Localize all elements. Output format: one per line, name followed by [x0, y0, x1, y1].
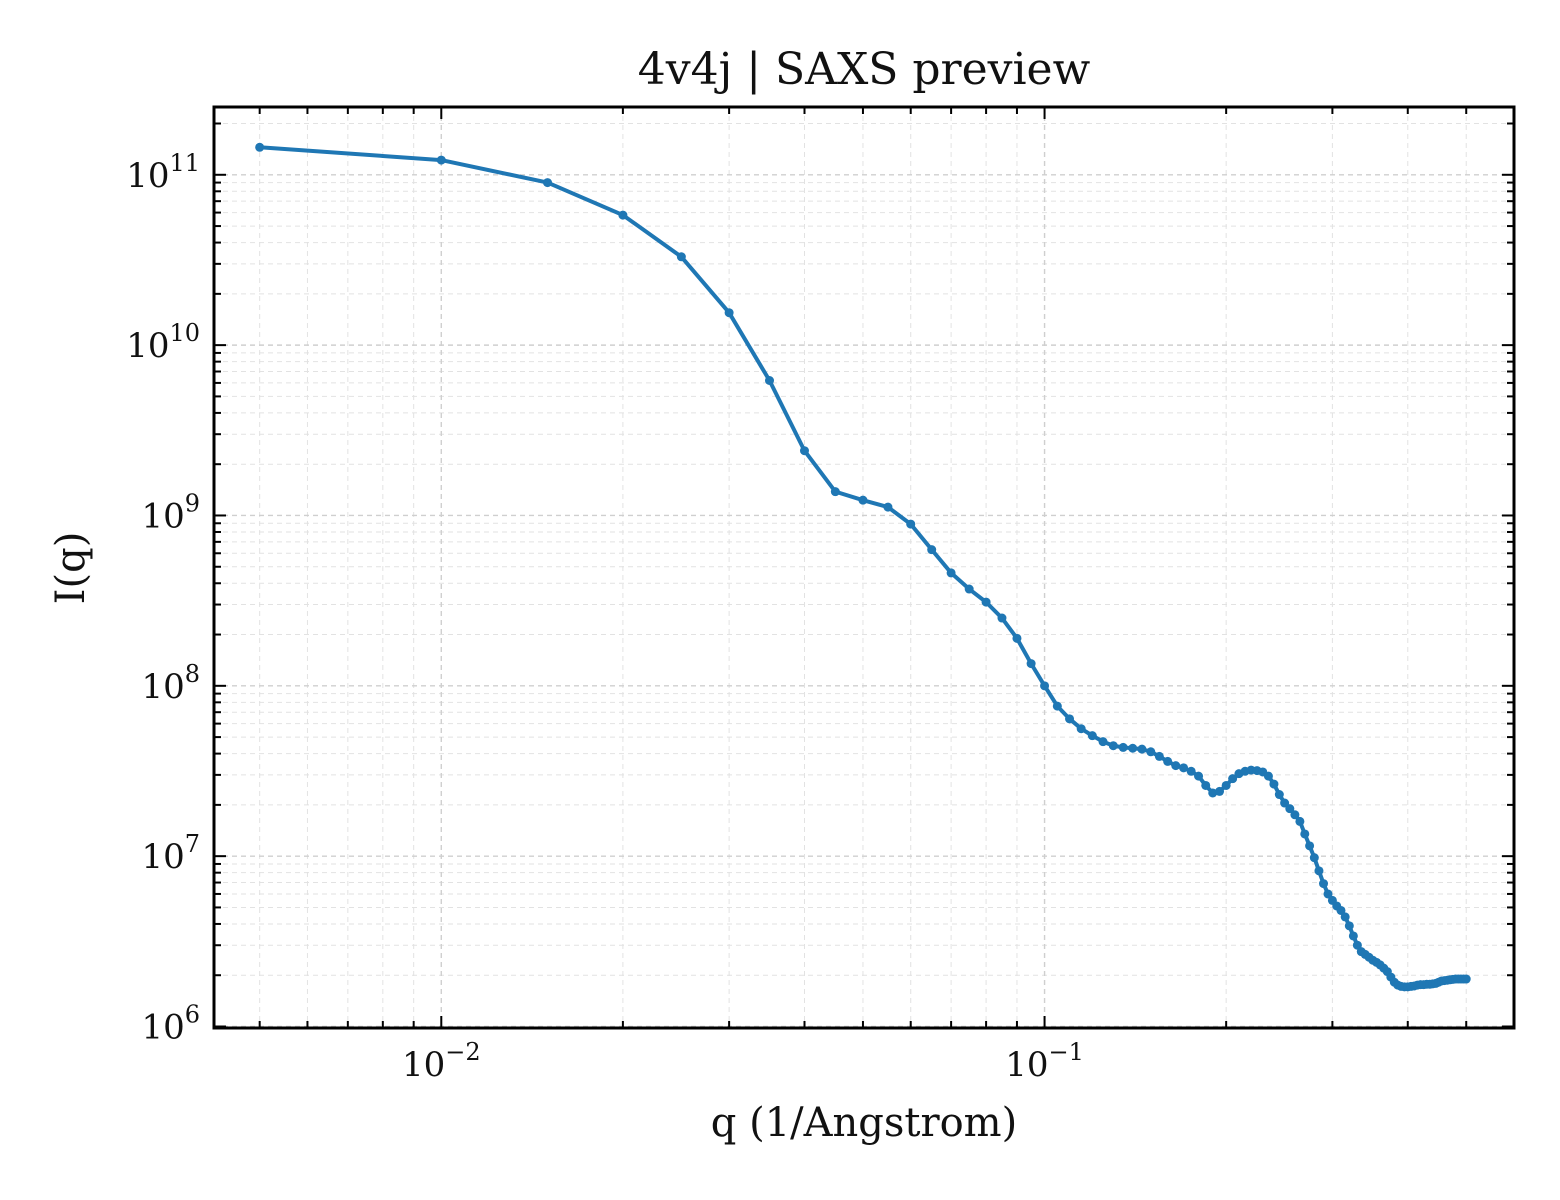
data-point — [1201, 780, 1211, 790]
tick-exponent: 8 — [185, 660, 200, 688]
data-point — [1228, 774, 1238, 784]
tick-exponent: 7 — [185, 830, 200, 858]
y-tick-label: 1010 — [126, 319, 200, 366]
data-point — [1194, 771, 1204, 781]
y-axis-label: I(q) — [48, 532, 94, 605]
data-point — [906, 519, 916, 529]
y-tick-label: 106 — [141, 1001, 200, 1048]
data-point — [1087, 731, 1097, 741]
tick-exponent: −1 — [1048, 1038, 1083, 1066]
data-point — [799, 446, 809, 456]
data-point — [1300, 829, 1310, 839]
data-point — [1290, 810, 1300, 820]
data-point — [997, 613, 1007, 623]
data-point — [1186, 766, 1196, 776]
x-tick-label: 10−2 — [402, 1038, 481, 1085]
data-point — [1221, 780, 1231, 790]
data-point — [1461, 974, 1471, 984]
tick-exponent: −2 — [445, 1038, 480, 1066]
tick-base: 10 — [141, 667, 184, 707]
data-point — [1208, 788, 1218, 798]
tick-base: 10 — [141, 496, 184, 536]
data-point — [964, 584, 974, 594]
data-point — [1171, 761, 1181, 771]
data-point — [1026, 659, 1036, 669]
data-point — [1336, 905, 1346, 915]
data-point — [830, 487, 840, 497]
tick-base: 10 — [1005, 1045, 1048, 1085]
chart-title: 4v4j | SAXS preview — [638, 44, 1091, 95]
series-layer — [255, 142, 1471, 992]
data-point — [255, 142, 265, 152]
ticks-layer — [214, 107, 1514, 1028]
y-tick-label: 109 — [141, 489, 200, 536]
data-point — [883, 502, 893, 512]
data-point — [1137, 744, 1147, 754]
data-point — [927, 545, 937, 555]
x-axis-label: q (1/Angstrom) — [711, 1100, 1017, 1146]
data-point — [1146, 747, 1156, 757]
data-point — [1319, 879, 1329, 889]
tick-base: 10 — [402, 1045, 445, 1085]
grid-minor — [214, 107, 1514, 1028]
data-point — [1323, 889, 1333, 899]
data-point — [436, 155, 446, 165]
data-point — [858, 495, 868, 505]
data-point — [676, 252, 686, 262]
data-point — [1076, 724, 1086, 734]
data-point — [765, 375, 775, 385]
tick-exponent: 10 — [169, 319, 200, 347]
data-point — [1305, 841, 1315, 851]
data-point — [1348, 931, 1358, 941]
y-tick-label: 1011 — [126, 149, 200, 196]
data-point — [1040, 681, 1050, 691]
data-point — [724, 308, 734, 318]
data-point — [1154, 751, 1164, 761]
data-point — [1263, 771, 1273, 781]
data-point — [1269, 779, 1279, 789]
data-point — [1108, 741, 1118, 751]
x-tick-label: 10−1 — [1005, 1038, 1084, 1085]
data-point — [1340, 912, 1350, 922]
data-point — [981, 597, 991, 607]
data-point — [1098, 737, 1108, 747]
tick-exponent: 6 — [185, 1001, 200, 1029]
data-point — [1128, 743, 1138, 753]
data-point — [1052, 701, 1062, 711]
data-point — [1215, 786, 1225, 796]
data-point — [618, 210, 628, 220]
data-point — [1285, 804, 1295, 814]
data-point — [543, 178, 553, 188]
data-point — [1295, 816, 1305, 826]
data-point — [1065, 714, 1075, 724]
tick-exponent: 11 — [169, 149, 200, 177]
data-point — [1309, 853, 1319, 863]
tick-base: 10 — [141, 1008, 184, 1048]
data-point — [946, 568, 956, 578]
data-point — [1314, 866, 1324, 876]
data-point — [1352, 940, 1362, 950]
data-point — [1274, 790, 1284, 800]
y-tick-label: 107 — [141, 830, 200, 877]
data-point — [1179, 763, 1189, 773]
data-point — [1012, 633, 1022, 643]
data-point — [1118, 742, 1128, 752]
tick-base: 10 — [126, 326, 169, 366]
tick-exponent: 9 — [185, 489, 200, 517]
y-tick-label: 108 — [141, 660, 200, 707]
tick-base: 10 — [141, 837, 184, 877]
data-point — [1344, 921, 1354, 931]
data-point — [1163, 756, 1173, 766]
tick-base: 10 — [126, 156, 169, 196]
